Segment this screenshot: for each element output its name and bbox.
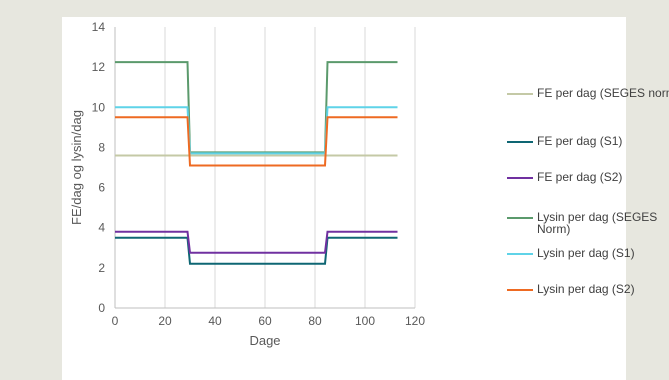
series-line-6 <box>115 116 398 167</box>
legend-entry: Lysin per dag (SEGES Norm) <box>507 211 669 235</box>
legend-swatch <box>507 177 533 179</box>
legend-swatch <box>507 141 533 143</box>
y-tick-label: 2 <box>98 261 105 275</box>
series-line-5 <box>115 106 398 155</box>
chart-panel: 0 20 40 60 80 100 120 0 2 4 6 8 10 12 14 Dage FE/dag o… <box>62 17 669 380</box>
legend-swatch <box>507 253 533 255</box>
line-chart: 0 20 40 60 80 100 120 0 2 4 6 8 10 12 14 Dage FE/dag o… <box>69 20 426 348</box>
grid-lines <box>164 27 416 308</box>
legend: FE per dag (SEGES norm) FE per dag (S1) FE… <box>507 87 669 317</box>
x-tick-label: 100 <box>355 314 375 328</box>
x-tick-label: 120 <box>405 314 425 328</box>
legend-entry: FE per dag (S2) <box>507 171 669 183</box>
x-tick-label: 20 <box>158 314 172 328</box>
legend-label: Lysin per dag (S2) <box>537 282 635 296</box>
legend-label: Lysin per dag (S1) <box>537 246 635 260</box>
legend-swatch <box>507 217 533 219</box>
x-axis-label: Dage <box>249 333 280 348</box>
legend-label: Lysin per dag (SEGES Norm) <box>537 210 658 236</box>
series-line-2 <box>115 236 398 265</box>
x-tick-label: 40 <box>208 314 222 328</box>
y-tick-label: 0 <box>98 301 105 315</box>
legend-label: FE per dag (S2) <box>537 170 623 184</box>
y-tick-label: 8 <box>98 140 105 154</box>
legend-entry: FE per dag (S1) <box>507 135 669 147</box>
series-lines <box>115 61 398 265</box>
y-tick-label: 10 <box>92 100 106 114</box>
legend-swatch <box>507 93 533 95</box>
legend-entry: Lysin per dag (S1) <box>507 247 669 259</box>
axes <box>114 27 415 309</box>
y-tick-label: 12 <box>92 60 106 74</box>
legend-label: FE per dag (S1) <box>537 134 623 148</box>
y-axis-label: FE/dag og lysin/dag <box>69 110 84 225</box>
y-tick-label: 4 <box>98 221 105 235</box>
x-tick-label: 80 <box>308 314 322 328</box>
legend-swatch <box>507 289 533 291</box>
x-tick-label: 0 <box>112 314 119 328</box>
legend-label: FE per dag (SEGES norm) <box>537 86 669 100</box>
tick-labels: 0 20 40 60 80 100 120 0 2 4 6 8 10 12 14 <box>92 20 426 328</box>
y-tick-label: 6 <box>98 181 105 195</box>
y-tick-label: 14 <box>92 20 106 34</box>
x-tick-label: 60 <box>258 314 272 328</box>
legend-entry: Lysin per dag (S2) <box>507 283 669 295</box>
series-line-3 <box>115 230 398 254</box>
legend-entry: FE per dag (SEGES norm) <box>507 87 669 99</box>
